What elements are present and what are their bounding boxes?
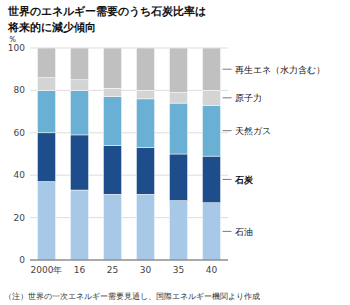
bar-segment <box>70 80 88 91</box>
bar-segment <box>37 133 55 182</box>
x-tick-label: 30 <box>140 265 152 275</box>
grid-line <box>30 175 228 176</box>
y-tick-label: 0 <box>19 255 25 265</box>
label-leader <box>223 179 232 180</box>
bar-segment <box>103 146 121 195</box>
grid-line <box>30 48 228 49</box>
bar-segment <box>103 194 121 260</box>
chart-container: 世界のエネルギー需要のうち石炭比率は将来的に減少傾向％0204060801002… <box>0 0 350 305</box>
grid-line <box>30 217 228 218</box>
footnote: （注）世界の一次エネルギー需要見通し、国際エネルギー機関より作成 <box>4 292 260 301</box>
series-label: 石油 <box>235 227 253 237</box>
bar-segment <box>70 90 88 135</box>
bar-segment <box>169 48 187 93</box>
bar-segment <box>37 182 55 260</box>
grid-line <box>30 90 228 91</box>
bar-segment <box>136 99 154 148</box>
bar-segment <box>202 203 220 260</box>
x-tick-label: 35 <box>173 265 184 275</box>
bar-segment <box>169 93 187 104</box>
bar-segment <box>169 154 187 201</box>
bar-segment <box>136 90 154 98</box>
bar-segment <box>37 90 55 132</box>
bar-segment <box>70 190 88 260</box>
bar-segment <box>37 48 55 78</box>
y-tick-label: 20 <box>14 213 26 223</box>
title: 世界のエネルギー需要のうち石炭比率は <box>7 5 206 18</box>
y-tick-label: 40 <box>14 170 26 180</box>
bars <box>37 48 220 260</box>
x-tick-label: 16 <box>74 265 86 275</box>
label-leader <box>223 130 232 131</box>
grid-line <box>30 132 228 133</box>
y-tick-label: 60 <box>14 128 26 138</box>
bar-segment <box>70 48 88 80</box>
bar-segment <box>169 201 187 260</box>
bar-segment <box>202 90 220 105</box>
subtitle: 将来的に減少傾向 <box>7 21 96 34</box>
bar-segment <box>103 97 121 146</box>
bar-segment <box>169 103 187 154</box>
y-tick-label: 80 <box>14 85 26 95</box>
x-tick-label: 25 <box>107 265 118 275</box>
label-leader <box>223 97 232 98</box>
bar-segment <box>136 48 154 90</box>
grid <box>30 48 228 260</box>
bar-segment <box>70 135 88 190</box>
chart-svg: 世界のエネルギー需要のうち石炭比率は将来的に減少傾向％0204060801002… <box>0 0 350 305</box>
bar-segment <box>202 48 220 90</box>
x-tick-label: 40 <box>206 265 218 275</box>
bar-segment <box>37 78 55 91</box>
series-label: 石炭 <box>234 175 254 185</box>
label-leader <box>223 69 232 70</box>
series-label: 再生エネ（水力含む） <box>235 65 325 75</box>
x-tick-label: 2000年 <box>31 265 63 275</box>
label-leader <box>223 231 232 232</box>
bar-segment <box>103 48 121 88</box>
series-label: 原子力 <box>235 93 262 103</box>
series-label: 天然ガス <box>235 126 271 136</box>
x-axis-line <box>30 260 228 261</box>
y-tick-label: 100 <box>8 43 25 53</box>
bar-segment <box>202 156 220 203</box>
bar-segment <box>202 105 220 156</box>
bar-segment <box>136 194 154 260</box>
bar-segment <box>103 88 121 96</box>
grid-line <box>30 260 228 261</box>
bar-segment <box>136 148 154 195</box>
